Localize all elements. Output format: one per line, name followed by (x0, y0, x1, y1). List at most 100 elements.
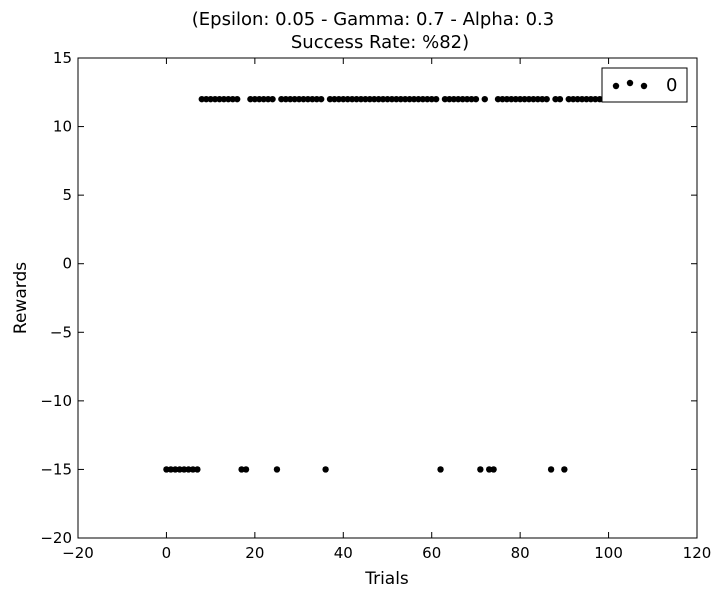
data-point (441, 95, 449, 103)
data-point (406, 95, 413, 103)
x-tick-label: 20 (245, 544, 264, 562)
data-point (340, 95, 347, 103)
data-point (309, 95, 316, 103)
data-point (463, 95, 471, 103)
data-point (521, 95, 528, 103)
data-point (565, 95, 572, 103)
data-point (485, 466, 493, 473)
data-point (203, 95, 210, 103)
data-point (525, 95, 533, 103)
x-tick-label: 60 (422, 544, 441, 562)
data-point (216, 95, 223, 103)
data-point (348, 95, 356, 103)
data-point (530, 95, 537, 103)
data-point (410, 95, 418, 103)
data-point (543, 95, 550, 103)
data-point (366, 95, 374, 103)
data-point (180, 466, 188, 473)
data-point (264, 95, 272, 103)
data-point (472, 95, 480, 103)
data-point (300, 95, 307, 103)
data-point (331, 95, 338, 103)
y-tick-label: 5 (62, 186, 72, 204)
data-point (432, 95, 440, 103)
data-point (499, 95, 506, 103)
y-tick-label: 0 (62, 255, 72, 273)
data-point (357, 95, 365, 103)
data-point (287, 95, 294, 103)
data-point (570, 95, 577, 103)
data-point (326, 95, 334, 103)
data-point (295, 95, 303, 103)
data-point (344, 95, 351, 103)
data-point (561, 466, 568, 473)
data-point (596, 95, 603, 103)
data-point (393, 95, 400, 103)
data-point (371, 95, 378, 103)
data-point (539, 95, 546, 103)
x-axis-label: Trials (364, 569, 409, 589)
data-point (189, 466, 197, 473)
data-point (424, 95, 431, 103)
data-point (251, 95, 259, 103)
data-point (167, 466, 175, 473)
x-tick-label: 120 (683, 544, 712, 562)
data-point (304, 95, 312, 103)
data-point (269, 95, 276, 103)
plot-area (77, 57, 698, 539)
x-tick-label: 100 (594, 544, 623, 562)
chart-title-line2: Success Rate: %82) (291, 32, 469, 53)
y-axis-label: Rewards (11, 262, 31, 334)
data-point (375, 95, 382, 103)
data-point (185, 466, 192, 473)
data-point (353, 95, 360, 103)
data-point (494, 95, 502, 103)
data-point (437, 466, 444, 473)
data-point (512, 95, 519, 103)
data-point (450, 95, 458, 103)
data-point (592, 95, 599, 103)
legend-marker (626, 79, 634, 87)
data-point (388, 95, 396, 103)
data-point (401, 95, 409, 103)
data-point (468, 95, 475, 103)
legend-label: 0 (666, 75, 677, 96)
data-point (256, 95, 263, 103)
data-point (459, 95, 466, 103)
data-point (247, 95, 254, 103)
data-point (172, 466, 179, 473)
data-point (176, 466, 183, 473)
legend-marker (612, 82, 620, 90)
data-point (278, 95, 285, 103)
data-point (379, 95, 387, 103)
data-point (225, 95, 232, 103)
x-tick-label: −20 (62, 544, 94, 562)
y-tick-label: −10 (40, 392, 72, 410)
y-tick-label: 10 (53, 118, 72, 136)
data-point (282, 95, 290, 103)
data-point (273, 466, 281, 473)
data-point (556, 95, 564, 103)
data-point (384, 95, 391, 103)
data-point (552, 95, 559, 103)
data-point (446, 95, 453, 103)
data-point (335, 95, 343, 103)
x-tick-label: 0 (162, 544, 172, 562)
data-point (242, 466, 250, 473)
data-point (428, 95, 435, 103)
y-tick-label: −20 (40, 529, 72, 547)
data-point (574, 95, 581, 103)
data-point (490, 466, 497, 473)
data-point (198, 95, 205, 103)
axis-ticks: −20 0 20 40 60 80 100 120 −20 −15 −10 −5 0 5 10 15 (40, 49, 711, 562)
legend-marker (640, 82, 648, 90)
data-point (233, 95, 241, 103)
data-point (415, 95, 422, 103)
data-point (516, 95, 524, 103)
data-point (220, 95, 228, 103)
data-point (481, 95, 488, 103)
data-point (229, 95, 236, 103)
legend: 0 (601, 67, 688, 103)
data-point (547, 466, 555, 473)
data-point (583, 95, 590, 103)
